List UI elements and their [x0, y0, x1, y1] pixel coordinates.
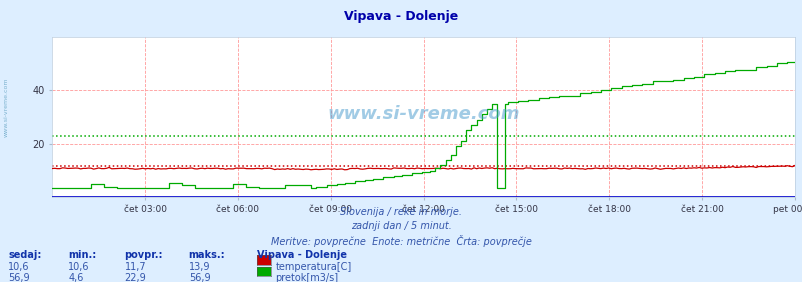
Text: povpr.:: povpr.:	[124, 250, 163, 259]
Text: Slovenija / reke in morje.: Slovenija / reke in morje.	[340, 207, 462, 217]
Text: 11,7: 11,7	[124, 262, 146, 272]
Text: pretok[m3/s]: pretok[m3/s]	[275, 273, 338, 282]
Text: Vipava - Dolenje: Vipava - Dolenje	[257, 250, 346, 259]
Text: www.si-vreme.com: www.si-vreme.com	[327, 105, 519, 123]
Text: min.:: min.:	[68, 250, 96, 259]
Text: zadnji dan / 5 minut.: zadnji dan / 5 minut.	[350, 221, 452, 231]
Text: Vipava - Dolenje: Vipava - Dolenje	[344, 10, 458, 23]
Text: 10,6: 10,6	[8, 262, 30, 272]
Text: 10,6: 10,6	[68, 262, 90, 272]
Text: temperatura[C]: temperatura[C]	[275, 262, 351, 272]
Text: 56,9: 56,9	[8, 273, 30, 282]
Text: 22,9: 22,9	[124, 273, 146, 282]
Text: 4,6: 4,6	[68, 273, 83, 282]
Text: 13,9: 13,9	[188, 262, 210, 272]
Text: 56,9: 56,9	[188, 273, 210, 282]
Text: www.si-vreme.com: www.si-vreme.com	[4, 78, 9, 137]
Text: Meritve: povprečne  Enote: metrične  Črta: povprečje: Meritve: povprečne Enote: metrične Črta:…	[271, 235, 531, 248]
Text: maks.:: maks.:	[188, 250, 225, 259]
Text: sedaj:: sedaj:	[8, 250, 42, 259]
